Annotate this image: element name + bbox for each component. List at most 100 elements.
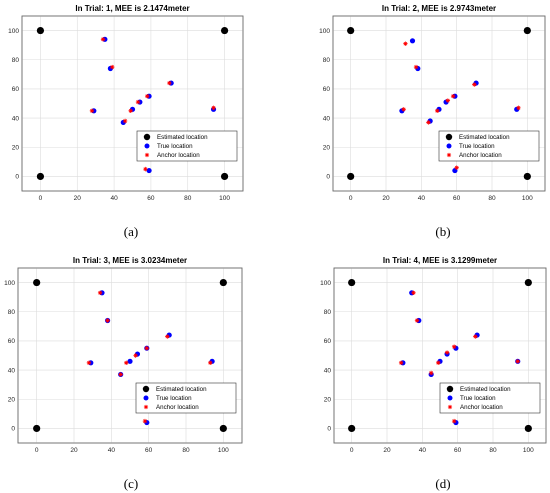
- anchor-point: [515, 359, 520, 364]
- anchor-point: [135, 99, 141, 105]
- y-tick-label: 80: [323, 57, 331, 64]
- x-tick-label: 60: [454, 447, 462, 454]
- legend-label: Estimated location: [157, 134, 208, 141]
- anchor-point: [86, 360, 92, 365]
- estimated-point: [36, 26, 45, 35]
- x-tick-label: 60: [145, 447, 153, 454]
- panel-trial-1: In Trial: 1, MEE is 2.1474meter 0 20 40 60 80…: [8, 4, 244, 202]
- true-point: [452, 167, 458, 174]
- anchor-point: [428, 370, 434, 376]
- x-tick-label: 60: [147, 195, 155, 202]
- x-tick-label: 80: [489, 447, 497, 454]
- anchor-point: [411, 290, 416, 295]
- legend-label: Anchor location: [157, 152, 200, 159]
- anchor-point: [167, 80, 172, 86]
- legend-box: [439, 382, 541, 414]
- anchor-point: [413, 64, 419, 70]
- legend-label: Estimated location: [459, 134, 510, 141]
- anchor-point: [473, 334, 478, 339]
- anchor-point: [165, 334, 170, 339]
- y-tick-label: 20: [323, 145, 331, 152]
- anchor-point: [414, 318, 420, 323]
- legend-true-marker: [446, 143, 452, 149]
- true-point: [127, 358, 133, 364]
- y-tick-label: 40: [323, 115, 331, 122]
- x-tick-label: 20: [70, 447, 78, 454]
- legend-estimated-marker: [142, 385, 150, 393]
- chart-title: In Trial: 3, MEE is 3.0234meter: [73, 256, 187, 265]
- anchor-point: [122, 118, 128, 124]
- legend: Estimated location True location Anchor lo…: [439, 382, 541, 414]
- legend: Estimated location True location Anchor lo…: [135, 382, 237, 414]
- plot-area: [333, 267, 547, 444]
- legend-box: [135, 382, 237, 414]
- legend-anchor-marker: [143, 404, 149, 410]
- legend-label: True location: [157, 143, 193, 150]
- x-tick-label: 100: [219, 195, 230, 202]
- anchor-point: [133, 353, 138, 358]
- anchor-point: [105, 318, 110, 323]
- y-tick-label: 60: [8, 338, 16, 345]
- legend-box: [136, 130, 238, 162]
- anchor-point: [208, 360, 213, 365]
- x-tick-label: 80: [182, 447, 190, 454]
- y-tick-label: 20: [324, 397, 332, 404]
- legend-anchor-marker: [144, 152, 150, 158]
- legend-label: Anchor location: [460, 404, 503, 411]
- plot-area: [17, 267, 243, 444]
- x-tick-label: 100: [523, 447, 534, 454]
- estimated-point: [220, 26, 229, 35]
- anchor-point: [444, 350, 450, 355]
- anchor-point: [401, 107, 406, 112]
- x-tick-label: 0: [39, 195, 43, 202]
- x-tick-label: 40: [108, 447, 116, 454]
- anchor-point: [89, 108, 95, 113]
- estimated-point: [347, 26, 355, 35]
- anchor-point: [100, 37, 106, 42]
- y-tick-label: 0: [15, 174, 19, 181]
- y-tick-label: 40: [324, 367, 332, 374]
- estimated-point: [219, 424, 227, 433]
- y-tick-label: 80: [324, 309, 332, 316]
- anchor-point: [143, 166, 148, 172]
- x-tick-label: 20: [382, 195, 390, 202]
- anchor-point: [472, 82, 477, 87]
- estimated-point: [523, 172, 531, 181]
- y-tick-label: 80: [8, 309, 16, 316]
- legend-label: Anchor location: [459, 152, 502, 159]
- anchor-point: [398, 360, 404, 365]
- x-tick-label: 100: [522, 195, 533, 202]
- anchor-point: [445, 98, 451, 103]
- anchor-point: [451, 344, 457, 349]
- legend: Estimated location True location Anchor lo…: [136, 130, 238, 162]
- x-tick-label: 0: [350, 447, 354, 454]
- y-tick-label: 60: [324, 338, 332, 345]
- panel-caption-d: (d): [435, 476, 450, 491]
- panel-caption-c: (c): [124, 476, 138, 491]
- x-tick-label: 40: [418, 195, 426, 202]
- anchor-point: [450, 94, 456, 99]
- panel-trial-4: In Trial: 4, MEE is 3.1299meter 0 20 40 60 80…: [320, 256, 547, 454]
- x-tick-label: 40: [110, 195, 118, 202]
- anchor-point: [124, 360, 129, 365]
- anchor-point: [451, 418, 457, 424]
- chart-title: In Trial: 4, MEE is 3.1299meter: [383, 256, 497, 265]
- plot-frame: [21, 15, 244, 192]
- x-tick-label: 60: [453, 195, 461, 202]
- estimated-point: [33, 424, 41, 433]
- y-tick-label: 60: [12, 86, 20, 93]
- anchor-point: [145, 94, 150, 99]
- y-tick-label: 100: [8, 28, 19, 35]
- y-tick-label: 40: [12, 115, 20, 122]
- y-tick-label: 60: [323, 86, 331, 93]
- legend: Estimated location True location Anchor lo…: [438, 130, 540, 162]
- y-tick-label: 0: [327, 426, 331, 433]
- estimated-point: [347, 172, 355, 181]
- estimated-point: [348, 424, 356, 433]
- legend-true-marker: [447, 395, 453, 401]
- plot-frame: [332, 15, 546, 192]
- legend-label: True location: [460, 395, 496, 402]
- legend-estimated-marker: [445, 133, 453, 141]
- y-tick-label: 40: [8, 367, 16, 374]
